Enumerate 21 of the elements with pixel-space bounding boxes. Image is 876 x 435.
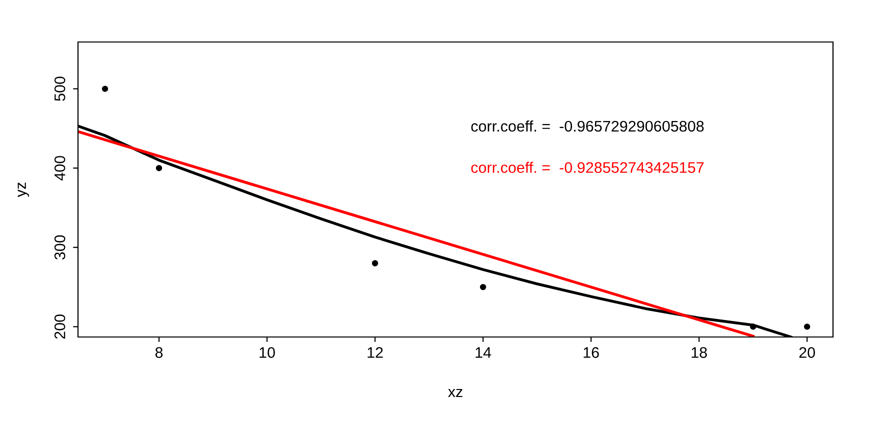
x-axis-title: xz [448,388,462,398]
x-tick-label: 8 [155,347,163,358]
point [480,284,486,290]
point [372,260,378,266]
x-tick-label: 20 [799,347,815,358]
annotation: corr.coeff. = -0.965729290605808 [471,120,704,132]
x-tick-label: 12 [368,347,383,358]
y-axis-title: yz [18,182,30,198]
x-tick-label: 18 [692,347,707,358]
x-tick-label: 16 [584,347,599,358]
y-tick-label: 500 [54,76,66,101]
annotation: corr.coeff. = -0.928552743425157 [471,162,704,173]
y-tick-label: 400 [54,156,66,180]
x-tick-label: 10 [260,347,275,358]
point [804,324,810,330]
point [750,324,756,330]
point [102,86,108,92]
x-tick-label: 14 [476,347,492,358]
y-tick-label: 300 [54,235,66,260]
point [156,164,162,172]
y-tick-label: 200 [54,314,66,339]
